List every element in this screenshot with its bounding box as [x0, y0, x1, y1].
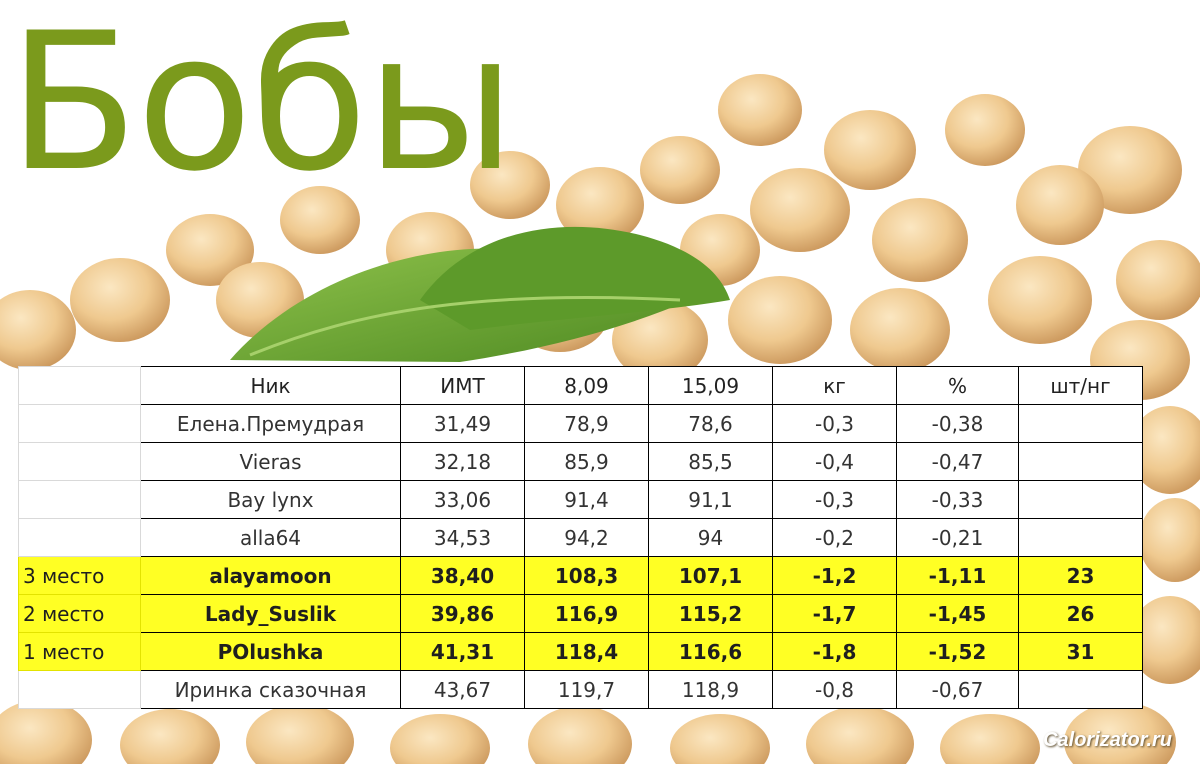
row-kg: -0,2	[772, 518, 897, 557]
row-place	[18, 518, 141, 557]
row-kg: -0,8	[772, 670, 897, 709]
row-weight-end: 78,6	[648, 404, 773, 443]
row-percent: -0,67	[896, 670, 1019, 709]
row-count: 26	[1018, 594, 1143, 633]
table-row: Иринка сказочная 43,67 119,7 118,9 -0,8 -0,67	[18, 670, 1143, 709]
row-imt: 33,06	[400, 480, 525, 519]
row-weight-end: 118,9	[648, 670, 773, 709]
row-imt: 41,31	[400, 632, 525, 671]
row-count	[1018, 480, 1143, 519]
results-table-body: Ник ИМТ 8,09 15,09 кг % шт/нг Елена.Прем…	[18, 366, 1143, 709]
header-imt: ИМТ	[400, 366, 525, 405]
row-place	[18, 670, 141, 709]
row-weight-start: 119,7	[524, 670, 649, 709]
row-percent: -1,52	[896, 632, 1019, 671]
row-nick: Иринка сказочная	[140, 670, 401, 709]
row-kg: -1,8	[772, 632, 897, 671]
watermark: Calorizator.ru	[1043, 729, 1172, 751]
row-place	[18, 480, 141, 519]
row-kg: -0,3	[772, 404, 897, 443]
row-place	[18, 442, 141, 481]
row-weight-end: 116,6	[648, 632, 773, 671]
header-weight-start: 8,09	[524, 366, 649, 405]
row-percent: -0,38	[896, 404, 1019, 443]
row-kg: -0,3	[772, 480, 897, 519]
header-kg: кг	[772, 366, 897, 405]
row-weight-start: 116,9	[524, 594, 649, 633]
row-weight-end: 91,1	[648, 480, 773, 519]
row-count: 23	[1018, 556, 1143, 595]
row-kg: -1,7	[772, 594, 897, 633]
row-nick: Vieras	[140, 442, 401, 481]
row-count: 31	[1018, 632, 1143, 671]
table-row: alla64 34,53 94,2 94 -0,2 -0,21	[18, 518, 1143, 557]
page-title: Бобы	[8, 0, 516, 213]
row-imt: 43,67	[400, 670, 525, 709]
row-place	[18, 404, 141, 443]
row-weight-start: 108,3	[524, 556, 649, 595]
table-row: Елена.Премудрая 31,49 78,9 78,6 -0,3 -0,38	[18, 404, 1143, 443]
row-count	[1018, 442, 1143, 481]
row-count	[1018, 404, 1143, 443]
row-count	[1018, 518, 1143, 557]
row-kg: -0,4	[772, 442, 897, 481]
header-nick: Ник	[140, 366, 401, 405]
row-weight-end: 85,5	[648, 442, 773, 481]
table-row: 1 место POlushka 41,31 118,4 116,6 -1,8 -1,52 3…	[18, 632, 1143, 671]
header-count: шт/нг	[1018, 366, 1143, 405]
table-header-row: Ник ИМТ 8,09 15,09 кг % шт/нг	[18, 366, 1143, 405]
row-nick: Bay lynx	[140, 480, 401, 519]
row-weight-start: 85,9	[524, 442, 649, 481]
row-weight-end: 107,1	[648, 556, 773, 595]
row-count	[1018, 670, 1143, 709]
header-percent: %	[896, 366, 1019, 405]
row-weight-end: 115,2	[648, 594, 773, 633]
row-imt: 38,40	[400, 556, 525, 595]
row-imt: 31,49	[400, 404, 525, 443]
row-nick: alla64	[140, 518, 401, 557]
row-nick: alayamoon	[140, 556, 401, 595]
row-percent: -0,47	[896, 442, 1019, 481]
table-row: Bay lynx 33,06 91,4 91,1 -0,3 -0,33	[18, 480, 1143, 519]
row-nick: Lady_Suslik	[140, 594, 401, 633]
row-weight-start: 91,4	[524, 480, 649, 519]
row-place: 1 место	[18, 632, 141, 671]
header-place	[18, 366, 141, 405]
row-imt: 39,86	[400, 594, 525, 633]
row-imt: 34,53	[400, 518, 525, 557]
row-percent: -1,45	[896, 594, 1019, 633]
row-percent: -0,33	[896, 480, 1019, 519]
table-row: 2 место Lady_Suslik 39,86 116,9 115,2 -1,7 -1,…	[18, 594, 1143, 633]
row-imt: 32,18	[400, 442, 525, 481]
row-percent: -1,11	[896, 556, 1019, 595]
row-nick: Елена.Премудрая	[140, 404, 401, 443]
table-row: Vieras 32,18 85,9 85,5 -0,4 -0,47	[18, 442, 1143, 481]
row-nick: POlushka	[140, 632, 401, 671]
table-row: 3 место alayamoon 38,40 108,3 107,1 -1,2 -1,11…	[18, 556, 1143, 595]
header-weight-end: 15,09	[648, 366, 773, 405]
row-weight-end: 94	[648, 518, 773, 557]
row-kg: -1,2	[772, 556, 897, 595]
row-percent: -0,21	[896, 518, 1019, 557]
results-table: Ник ИМТ 8,09 15,09 кг % шт/нг Елена.Прем…	[18, 366, 1143, 709]
row-place: 2 место	[18, 594, 141, 633]
row-weight-start: 118,4	[524, 632, 649, 671]
row-weight-start: 78,9	[524, 404, 649, 443]
row-weight-start: 94,2	[524, 518, 649, 557]
row-place: 3 место	[18, 556, 141, 595]
